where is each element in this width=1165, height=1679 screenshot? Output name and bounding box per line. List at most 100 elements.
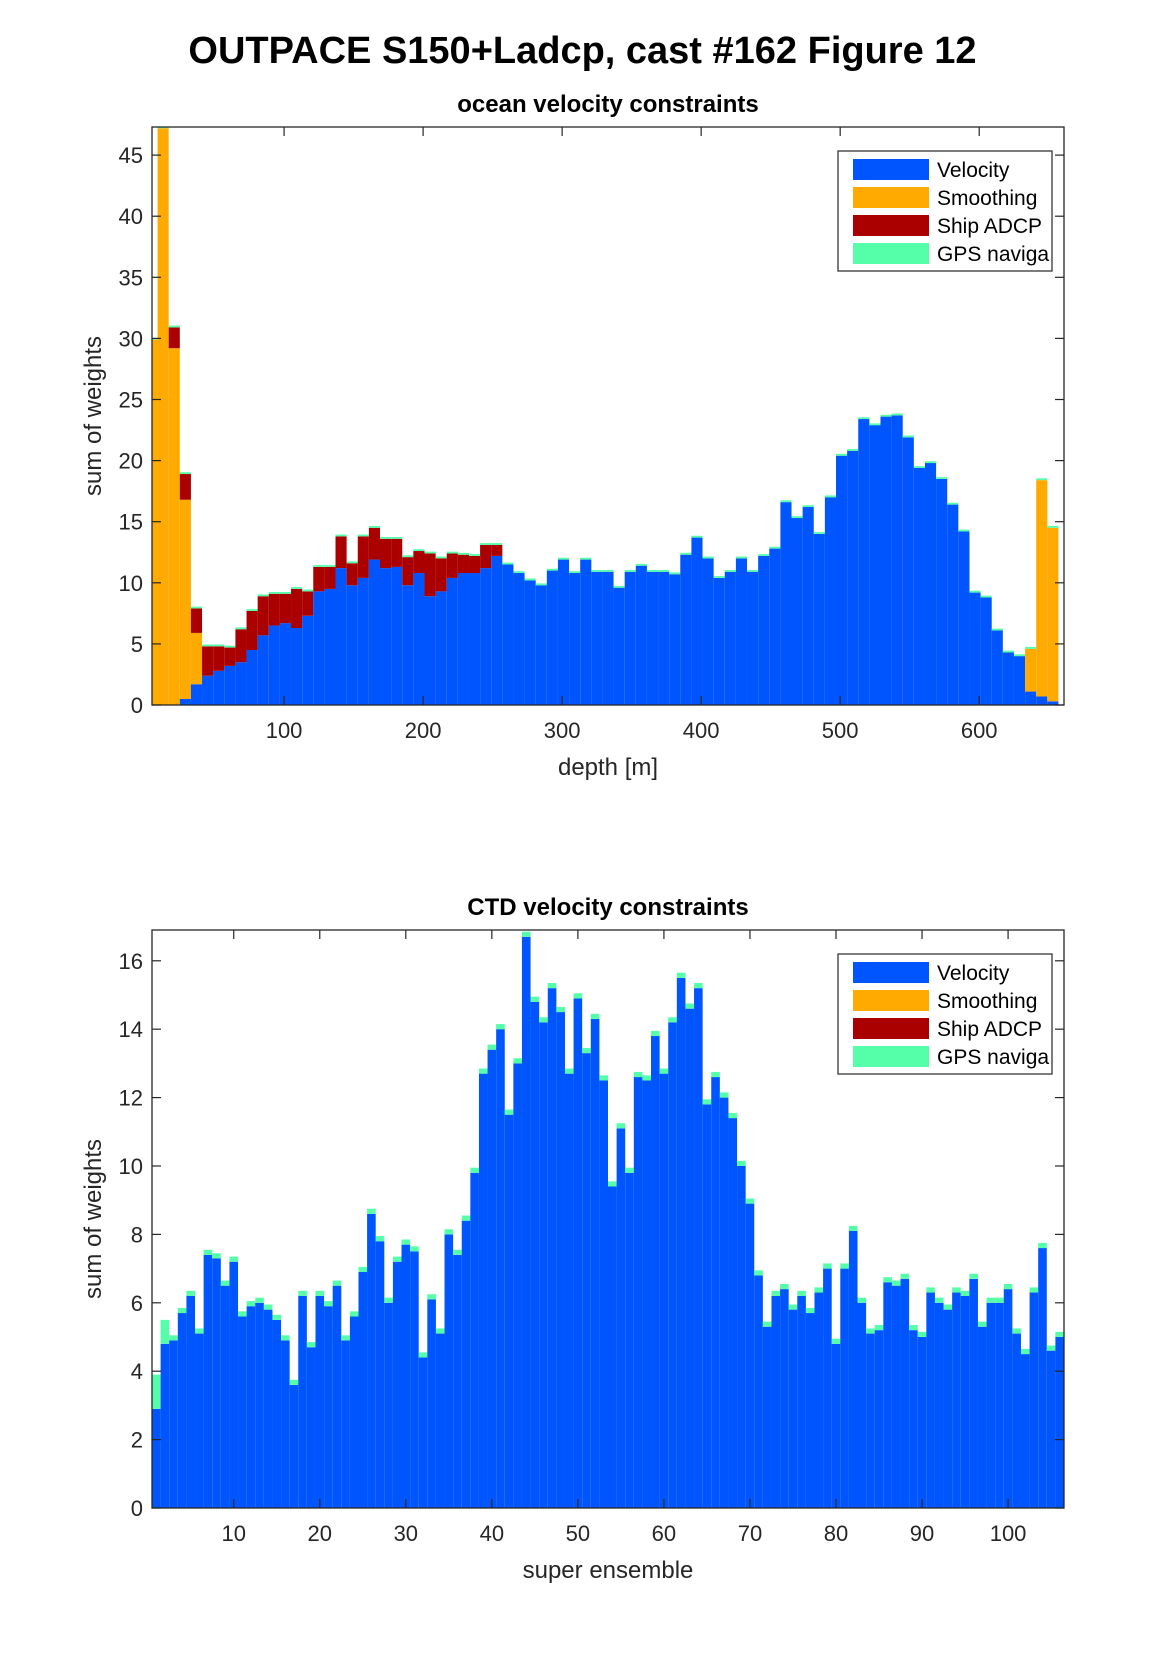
bar-gps-naviga — [805, 1307, 815, 1314]
bar-velocity — [496, 1029, 505, 1508]
y-tick-label: 2 — [131, 1428, 143, 1453]
bar-gps-naviga — [268, 591, 280, 594]
bar-velocity — [238, 1316, 247, 1508]
bar-velocity — [762, 1326, 772, 1508]
bar-gps-naviga — [791, 516, 803, 519]
bar-gps-naviga — [599, 1075, 608, 1081]
bar-gps-naviga — [960, 1290, 970, 1296]
y-tick-label: 10 — [119, 571, 143, 596]
bar-gps-naviga — [315, 1290, 325, 1296]
bar-velocity — [960, 1295, 970, 1508]
bar-gps-naviga — [685, 1003, 695, 1009]
bar-velocity — [633, 1077, 643, 1508]
legend-label: Ship ADCP — [937, 215, 1042, 238]
bar-gps-naviga — [224, 645, 236, 648]
bar-gps-naviga — [831, 1338, 841, 1344]
bar-velocity — [642, 1080, 652, 1508]
bar-velocity — [1003, 1289, 1013, 1508]
bar-velocity — [858, 419, 870, 705]
bar-gps-naviga — [513, 571, 525, 574]
y-tick-label: 25 — [119, 388, 143, 413]
bar-ship-adcp — [302, 591, 314, 616]
bar-gps-naviga — [272, 1314, 282, 1320]
bar-gps-naviga — [769, 546, 781, 549]
bar-gps-naviga — [980, 595, 992, 598]
legend-label: Ship ADCP — [937, 1018, 1042, 1041]
bar-gps-naviga — [446, 551, 458, 554]
bar-velocity — [1038, 1248, 1047, 1508]
bar-ship-adcp — [368, 527, 380, 560]
bar-velocity — [602, 571, 614, 705]
bar-gps-naviga — [457, 552, 469, 555]
bar-velocity — [281, 1340, 290, 1508]
bar-velocity — [255, 1302, 264, 1508]
bar-gps-naviga — [659, 1068, 669, 1074]
bar-velocity — [391, 566, 403, 705]
bar-gps-naviga — [613, 585, 625, 588]
y-tick-label: 20 — [119, 449, 143, 474]
bar-gps-naviga — [453, 1249, 462, 1255]
y-tick-label: 0 — [131, 1496, 143, 1521]
y-tick-label: 5 — [131, 632, 143, 657]
bar-gps-naviga — [635, 563, 647, 566]
bar-gps-naviga — [814, 1287, 824, 1293]
bar-gps-naviga — [1038, 1242, 1047, 1249]
bar-gps-naviga — [986, 1297, 996, 1303]
bar-velocity — [246, 1306, 256, 1508]
bars-group — [152, 931, 1064, 1508]
bar-ship-adcp — [224, 647, 236, 666]
bar-gps-naviga — [1013, 654, 1026, 657]
x-tick-label: 80 — [824, 1521, 848, 1546]
bar-velocity — [754, 1275, 763, 1508]
bar-ship-adcp — [468, 555, 481, 574]
bar-velocity — [435, 1333, 445, 1508]
bar-velocity — [229, 1261, 239, 1508]
bar-velocity — [831, 1343, 841, 1508]
bar-velocity — [847, 450, 859, 705]
bar-gps-naviga — [642, 1075, 652, 1081]
bar-velocity — [591, 571, 603, 705]
bar-gps-naviga — [367, 1208, 376, 1214]
legend-swatch-smoothing — [853, 990, 929, 1011]
bar-smoothing — [157, 128, 169, 705]
bar-velocity — [1029, 1292, 1039, 1508]
bar-gps-naviga — [1036, 478, 1048, 481]
bar-smoothing — [1047, 527, 1059, 702]
bar-gps-naviga — [391, 536, 403, 539]
bar-velocity — [263, 1309, 273, 1508]
bar-gps-naviga — [848, 1225, 858, 1231]
bar-velocity — [368, 559, 380, 705]
bar-gps-naviga — [168, 325, 180, 328]
bar-velocity — [272, 1319, 282, 1508]
y-tick-label: 14 — [119, 1017, 143, 1042]
x-tick-label: 70 — [738, 1521, 762, 1546]
legend-swatch-smoothing — [853, 187, 929, 208]
bar-gps-naviga — [824, 495, 836, 498]
bar-gps-naviga — [220, 1280, 230, 1286]
bar-gps-naviga — [582, 1047, 591, 1054]
x-tick-label: 90 — [910, 1521, 934, 1546]
bar-gps-naviga — [203, 1249, 213, 1255]
ctd-velocity-chart: 0 2 4 6 8 10 12 14 16 10 20 30 40 50 60 70 80 90 100 CTD ve… — [80, 894, 1065, 1584]
bar-gps-naviga — [298, 1290, 307, 1296]
bar-gps-naviga — [719, 1092, 729, 1098]
bar-velocity — [891, 1285, 901, 1508]
bar-gps-naviga — [909, 1325, 918, 1331]
bar-velocity — [202, 675, 214, 705]
bar-velocity — [791, 518, 803, 705]
bar-gps-naviga — [969, 1273, 978, 1279]
x-tick-label: 10 — [221, 1521, 245, 1546]
bar-gps-naviga — [702, 1099, 712, 1105]
bar-gps-naviga — [880, 414, 892, 417]
bar-velocity — [358, 1272, 368, 1508]
bar-gps-naviga — [186, 1290, 196, 1296]
bar-smoothing — [1025, 648, 1037, 692]
bar-gps-naviga — [847, 448, 859, 451]
bar-velocity — [590, 1018, 600, 1508]
bar-velocity — [220, 1285, 230, 1508]
bar-gps-naviga — [1012, 1328, 1021, 1334]
bar-ship-adcp — [268, 593, 280, 626]
bar-velocity — [824, 497, 836, 705]
bar-gps-naviga — [291, 587, 303, 589]
bar-velocity — [539, 1022, 548, 1508]
